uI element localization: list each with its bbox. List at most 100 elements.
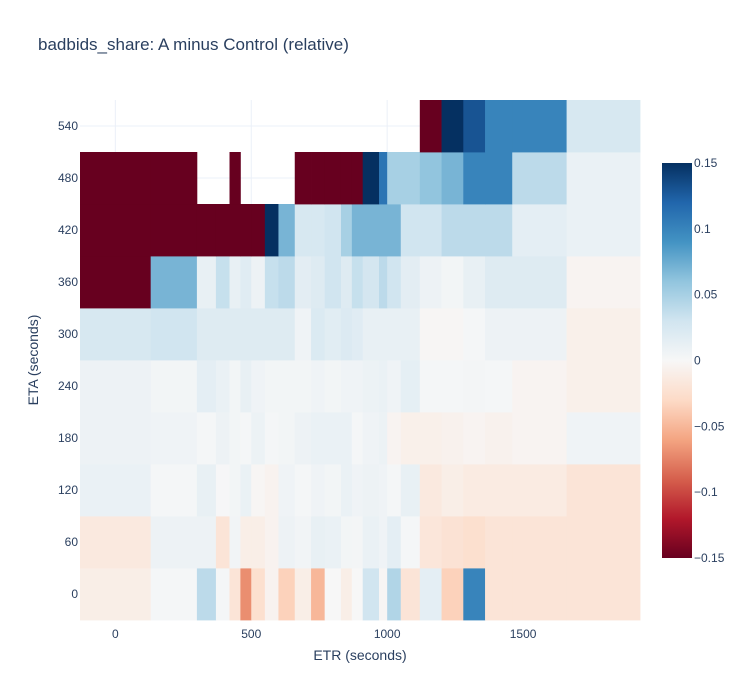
heatmap-cell [387, 152, 402, 205]
heatmap-cell [340, 256, 353, 309]
heatmap-cell [264, 360, 279, 413]
heatmap-cell [278, 464, 296, 517]
y-tick-label: 180 [58, 431, 78, 445]
heatmap-cell [485, 100, 513, 153]
heatmap-cell [441, 568, 464, 621]
heatmap-cell [80, 204, 152, 257]
heatmap-cell [340, 152, 353, 205]
heatmap-cell [264, 568, 279, 621]
heatmap-cell [351, 412, 364, 465]
y-tick-label: 300 [58, 327, 78, 341]
heatmap-cell [419, 360, 442, 413]
heatmap-cell [379, 412, 388, 465]
heatmap-cell [463, 412, 486, 465]
heatmap-cell [324, 412, 342, 465]
heatmap-cell [566, 308, 641, 361]
heatmap-cell [387, 308, 402, 361]
colorbar-tick-label: 0.1 [694, 222, 711, 236]
heatmap-cell [311, 204, 326, 257]
heatmap-cell [463, 464, 486, 517]
heatmap-cell [150, 464, 198, 517]
heatmap-cell [80, 568, 152, 621]
heatmap-cell [387, 464, 402, 517]
heatmap-cell [324, 360, 342, 413]
heatmap-cell [251, 412, 266, 465]
heatmap-cell [240, 568, 252, 621]
heatmap-cell [294, 516, 312, 569]
heatmap-cell [419, 568, 442, 621]
heatmap-cell [150, 568, 198, 621]
heatmap-cell [264, 516, 279, 569]
heatmap-cell [311, 412, 326, 465]
heatmap-cell [294, 412, 312, 465]
heatmap-cell [324, 256, 342, 309]
heatmap-cell [324, 568, 342, 621]
heatmap-cell [387, 516, 402, 569]
heatmap-cell [362, 516, 380, 569]
heatmap-cell [485, 568, 513, 621]
heatmap-cell [362, 464, 380, 517]
heatmap-cell [196, 464, 217, 517]
heatmap-cell [419, 152, 442, 205]
heatmap-cell [229, 152, 241, 205]
heatmap-cell [150, 516, 198, 569]
heatmap-cell [324, 308, 342, 361]
heatmap-cell [80, 464, 152, 517]
heatmap-cell [264, 308, 279, 361]
heatmap-cell [512, 568, 568, 621]
heatmap-cell [251, 568, 266, 621]
heatmap-cell [340, 568, 353, 621]
heatmap-cell [379, 360, 388, 413]
heatmap-cell [387, 256, 402, 309]
heatmap-cell [80, 516, 152, 569]
heatmap-cell [251, 516, 266, 569]
y-tick-label: 420 [58, 223, 78, 237]
heatmap-cell [80, 412, 152, 465]
heatmap-cell [251, 256, 266, 309]
heatmap-cell [196, 360, 217, 413]
heatmap-cell [485, 152, 513, 205]
heatmap-cell [229, 516, 241, 569]
heatmap-cell [441, 256, 464, 309]
heatmap-cell [362, 360, 380, 413]
heatmap-cell [419, 464, 442, 517]
heatmap-cell [240, 308, 252, 361]
heatmap-cell [362, 412, 380, 465]
heatmap-cell [485, 464, 513, 517]
heatmap-cell [240, 204, 252, 257]
heatmap-cell [362, 568, 380, 621]
heatmap-cell [351, 516, 364, 569]
heatmap-cell [387, 204, 402, 257]
heatmap-cell [441, 516, 464, 569]
heatmap-cell [566, 516, 641, 569]
heatmap-cell [351, 256, 364, 309]
heatmap-cell [311, 568, 326, 621]
y-tick-label: 120 [58, 483, 78, 497]
heatmap-cell [387, 412, 402, 465]
x-tick-label: 1000 [374, 627, 401, 641]
heatmap-cell [229, 568, 241, 621]
heatmap-cell [566, 100, 641, 153]
colorbar-tick-label: 0.15 [694, 156, 718, 170]
heatmap-cell [485, 204, 513, 257]
heatmap-cell [400, 308, 421, 361]
heatmap-cell [196, 204, 217, 257]
y-tick-label: 360 [58, 275, 78, 289]
heatmap-cell [311, 308, 326, 361]
heatmap-cell [566, 412, 641, 465]
heatmap-cell [485, 308, 513, 361]
x-tick-label: 1500 [510, 627, 537, 641]
heatmap-cell [351, 308, 364, 361]
heatmap-cell [229, 412, 241, 465]
heatmap-cell [351, 360, 364, 413]
heatmap-cell [512, 152, 568, 205]
heatmap-cell [150, 308, 198, 361]
heatmap-cell [324, 204, 342, 257]
heatmap-cell [340, 464, 353, 517]
heatmap-cell [311, 152, 326, 205]
heatmap-cell [264, 256, 279, 309]
heatmap-cell [240, 464, 252, 517]
heatmap-cell [463, 100, 486, 153]
heatmap-cell [379, 256, 388, 309]
